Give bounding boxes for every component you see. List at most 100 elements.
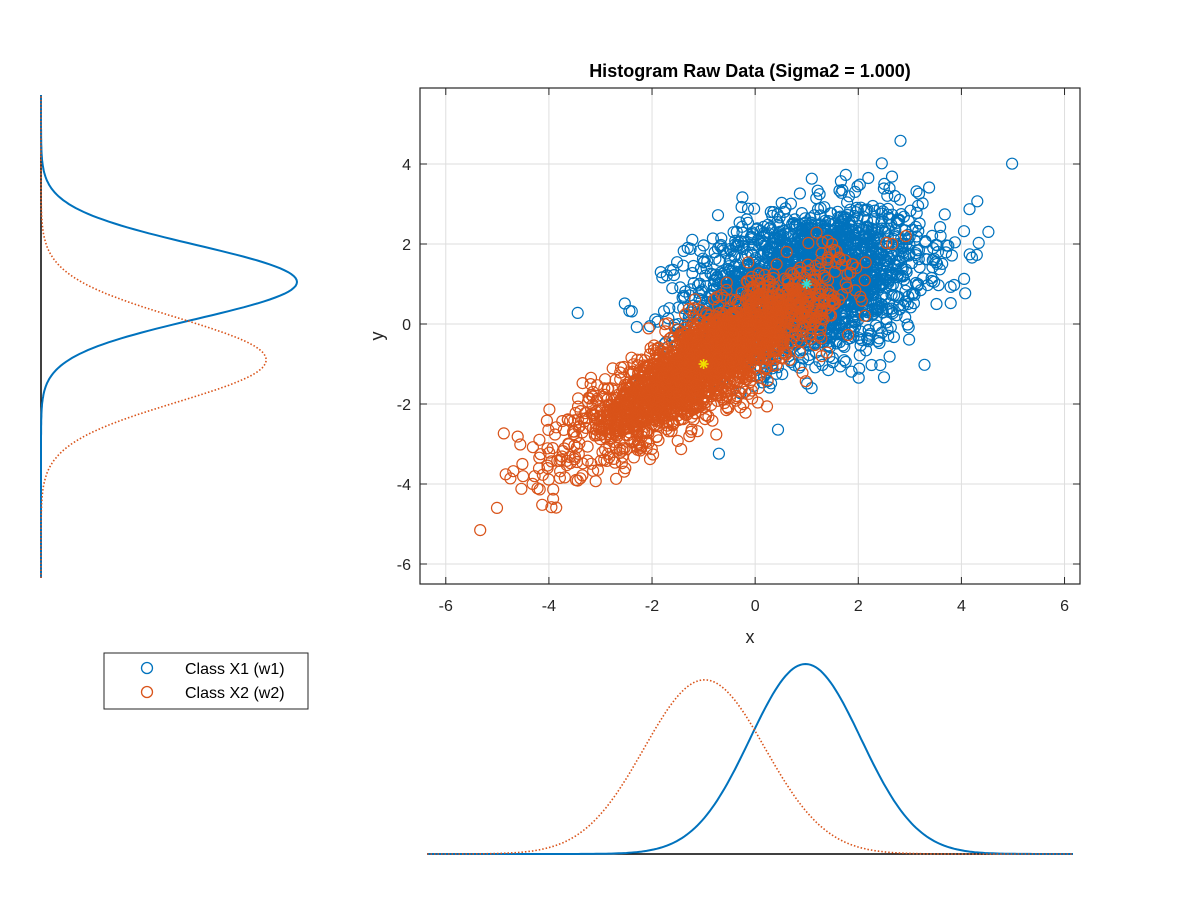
scatter-point (516, 457, 529, 471)
scatter-point (704, 398, 718, 411)
scatter-point (808, 209, 821, 222)
scatter-point (725, 311, 738, 324)
scatter-point (925, 274, 938, 288)
scatter-point (907, 297, 921, 310)
scatter-point (751, 347, 764, 361)
scatter-point (651, 401, 664, 415)
scatter-point (686, 403, 699, 416)
scatter-point (670, 323, 684, 336)
scatter-point (780, 245, 793, 259)
scatter-point (511, 430, 524, 443)
scatter-point (604, 423, 618, 436)
scatter-point (691, 425, 704, 438)
scatter-point (747, 202, 761, 215)
scatter-point (545, 501, 558, 514)
scatter-point (741, 259, 755, 272)
scatter-point (698, 397, 711, 410)
scatter-point (890, 216, 903, 229)
scatter-point (828, 265, 842, 278)
scatter-point (841, 328, 855, 342)
scatter-point (618, 297, 631, 310)
scatter-point (618, 414, 632, 427)
scatter-point (870, 245, 883, 258)
scatter-point (545, 455, 558, 468)
scatter-point (792, 232, 805, 245)
scatter-point (843, 326, 857, 339)
scatter-point (810, 192, 823, 205)
scatter-point (640, 406, 653, 419)
scatter-point (890, 290, 903, 303)
scatter-point (839, 168, 852, 181)
scatter-point (652, 401, 665, 414)
scatter-point (864, 257, 877, 270)
scatter-point (542, 423, 555, 436)
scatter-point (948, 236, 962, 249)
scatter-point (666, 282, 679, 295)
scatter-point (742, 256, 755, 269)
scatter-point (549, 421, 563, 434)
scatter-point (795, 223, 809, 236)
scatter-point (499, 468, 512, 481)
scatter-point (839, 355, 852, 368)
x-tick-label: -2 (645, 598, 659, 615)
scatter-point (914, 284, 927, 297)
scatter-point (698, 413, 712, 426)
scatter-point (810, 226, 823, 239)
scatter-point (811, 184, 824, 197)
y-tick-label: -4 (397, 477, 411, 494)
scatter-point (712, 447, 726, 460)
scatter-point (802, 236, 815, 250)
x-tick-label: 4 (957, 598, 966, 615)
scatter-point (659, 325, 672, 338)
scatter-point (571, 306, 584, 319)
scatter-point (688, 323, 701, 336)
scatter-point (826, 294, 839, 308)
scatter-point (594, 454, 607, 467)
scatter-point (846, 258, 860, 271)
scatter-point (862, 329, 876, 342)
scatter-point (504, 472, 517, 485)
scatter-point (688, 293, 702, 306)
scatter-point (801, 258, 815, 271)
scatter-point (873, 336, 886, 350)
scatter-point (809, 361, 822, 374)
scatter-point (649, 313, 662, 326)
scatter-point (656, 271, 669, 284)
scatter-point (909, 220, 922, 233)
scatter-point (551, 454, 564, 467)
scatter-point (744, 274, 757, 287)
scatter-point (872, 297, 885, 310)
scatter-point (543, 403, 556, 416)
scatter-point (677, 244, 690, 258)
scatter-point (861, 203, 874, 216)
scatter-point (771, 288, 784, 302)
scatter-point (848, 238, 861, 251)
scatter-point (875, 157, 888, 170)
scatter-point (590, 429, 603, 442)
scatter-point (894, 134, 907, 147)
scatter-point (882, 329, 895, 342)
scatter-point (732, 235, 745, 249)
scatter-point (691, 384, 704, 397)
scatter-point (883, 252, 896, 265)
scatter-point (763, 245, 777, 258)
scatter-point (735, 220, 749, 233)
scatter-point (728, 250, 741, 263)
scatter-point (671, 434, 684, 447)
scatter-point (775, 334, 788, 347)
scatter-point (540, 414, 554, 427)
scatter-point (913, 261, 926, 274)
scatter-point (814, 256, 827, 269)
scatter-point (684, 242, 697, 255)
scatter-point (598, 373, 612, 386)
scatter-point (731, 296, 745, 309)
scatter-point (877, 371, 891, 384)
scatter-point (717, 244, 730, 257)
scatter-point (643, 393, 656, 406)
scatter-point (710, 428, 723, 441)
scatter-point (808, 338, 822, 352)
scatter-point (555, 450, 569, 463)
scatter-point (776, 368, 789, 381)
scatter-point (569, 473, 583, 487)
